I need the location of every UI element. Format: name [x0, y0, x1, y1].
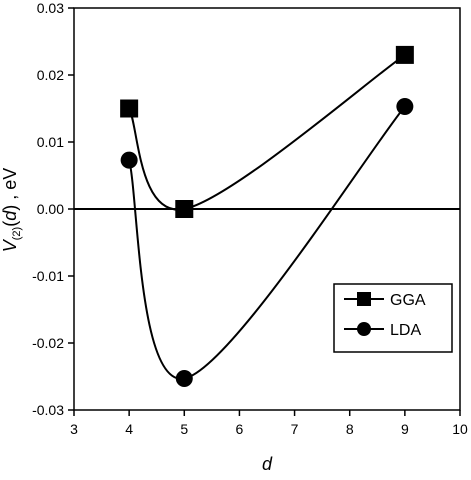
y-axis-title-unit: , eV — [0, 168, 20, 205]
y-axis-title-close: ) — [0, 205, 20, 211]
y-axis-ticks: -0.03 -0.02 -0.01 0.00 0.01 0.02 0.03 — [32, 0, 74, 418]
x-tick-label: 3 — [70, 421, 78, 437]
series-line-gga — [128, 54, 406, 211]
x-tick-label: 5 — [180, 421, 188, 437]
y-tick-label: 0.01 — [37, 134, 64, 150]
x-tick-label: 9 — [401, 421, 409, 437]
legend-gga-label: GGA — [390, 292, 426, 309]
series-layer — [120, 45, 414, 388]
y-tick-label: 0.00 — [37, 201, 64, 217]
x-axis-title: d — [262, 454, 273, 474]
legend-gga-marker — [357, 292, 371, 306]
y-axis-title-var: d — [0, 210, 20, 221]
y-tick-label: 0.02 — [37, 67, 64, 83]
data-point-lda — [175, 370, 193, 388]
y-tick-label: -0.02 — [32, 335, 64, 351]
data-point-lda — [396, 97, 414, 115]
legend-box — [333, 283, 453, 353]
x-tick-label: 10 — [452, 421, 468, 437]
y-axis-title-prefix: V — [0, 238, 20, 252]
y-axis-title-subscript: (2) — [11, 227, 23, 240]
x-tick-label: 8 — [346, 421, 354, 437]
data-point-gga — [120, 99, 139, 118]
x-tick-label: 7 — [291, 421, 299, 437]
legend-lda-label: LDA — [390, 322, 421, 339]
legend: GGA LDA — [333, 283, 453, 353]
legend-lda-marker — [357, 322, 371, 336]
data-point-gga — [395, 45, 414, 64]
x-tick-label: 4 — [125, 421, 133, 437]
y-axis-title-open: ( — [0, 221, 20, 227]
x-axis-ticks: 3 4 5 6 7 8 9 10 — [70, 410, 468, 437]
data-point-lda — [120, 151, 138, 169]
y-tick-label: 0.03 — [37, 0, 64, 16]
data-point-gga — [175, 200, 194, 218]
y-axis-title: V(2)(d) , eV — [0, 168, 23, 253]
y-tick-label: -0.03 — [32, 402, 64, 418]
x-tick-label: 6 — [236, 421, 244, 437]
y-tick-label: -0.01 — [32, 268, 64, 284]
